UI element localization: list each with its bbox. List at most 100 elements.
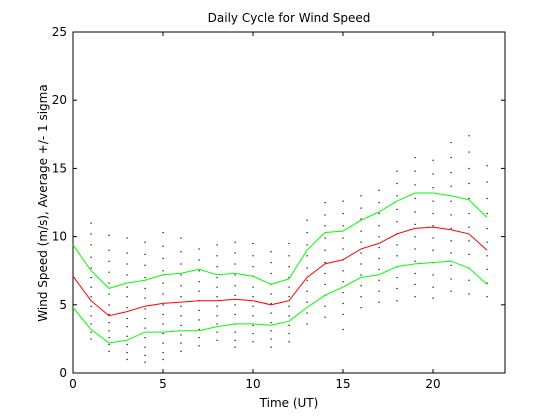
- observation-point: [396, 170, 398, 172]
- observation-point: [378, 257, 380, 260]
- observation-point: [450, 278, 452, 280]
- observation-point: [144, 361, 146, 363]
- observation-point: [486, 165, 488, 167]
- observation-point: [414, 170, 416, 172]
- observation-point: [162, 293, 164, 295]
- observation-point: [252, 266, 254, 268]
- observation-point: [126, 307, 128, 309]
- observation-point: [468, 293, 470, 295]
- observation-point: [468, 226, 470, 228]
- observation-point: [360, 252, 362, 254]
- observation-point: [126, 335, 128, 337]
- observation-point: [144, 308, 146, 310]
- observation-point: [216, 244, 218, 246]
- observation-point: [414, 236, 416, 238]
- observation-point: [360, 195, 362, 197]
- observation-point: [324, 305, 326, 307]
- observation-point: [342, 270, 344, 272]
- observation-point: [180, 305, 182, 307]
- observation-point: [396, 287, 398, 290]
- observation-point: [378, 279, 380, 281]
- observation-point: [126, 296, 128, 298]
- observation-point: [486, 227, 488, 230]
- observation-point: [414, 223, 416, 225]
- observation-point: [288, 296, 290, 298]
- observation-point: [234, 252, 236, 254]
- observation-point: [234, 241, 236, 243]
- y-tick-label: 10: [52, 230, 67, 244]
- observation-point: [108, 304, 110, 306]
- observation-point: [126, 274, 128, 276]
- observation-point: [126, 286, 128, 288]
- observation-point: [90, 338, 92, 340]
- observation-point: [234, 294, 236, 296]
- observation-point: [360, 230, 362, 232]
- observation-point: [414, 157, 416, 159]
- observation-point: [252, 286, 254, 288]
- observation-point: [378, 268, 380, 270]
- observation-point: [396, 221, 398, 223]
- observation-point: [396, 208, 398, 210]
- observation-point: [162, 257, 164, 260]
- observation-point: [270, 251, 272, 253]
- observation-point: [216, 296, 218, 298]
- observation-point: [126, 352, 128, 354]
- y-axis-label: Wind Speed (m/s), Average +/- 1 sigma: [36, 84, 50, 321]
- observation-point: [324, 316, 326, 318]
- observation-point: [342, 281, 344, 283]
- observation-point: [270, 338, 272, 340]
- x-axis-label: Time (UT): [259, 396, 319, 410]
- x-tick-label: 15: [335, 377, 350, 391]
- observation-point: [342, 225, 344, 227]
- observation-point: [108, 343, 110, 346]
- observation-point: [162, 342, 164, 344]
- observation-point: [198, 248, 200, 250]
- observation-point: [324, 262, 326, 264]
- observation-point: [126, 237, 128, 239]
- observation-point: [198, 309, 200, 311]
- observation-point: [144, 354, 146, 356]
- observation-point: [288, 332, 290, 335]
- observation-point: [288, 277, 290, 279]
- y-tick-label: 0: [59, 366, 67, 380]
- observation-point: [378, 202, 380, 204]
- observation-point: [108, 260, 110, 262]
- observation-point: [378, 301, 380, 303]
- y-tick-label: 15: [52, 161, 67, 175]
- observation-point: [450, 252, 452, 254]
- observation-point: [90, 305, 92, 307]
- observation-point: [108, 337, 110, 339]
- observation-point: [234, 263, 236, 265]
- observation-point: [198, 281, 200, 283]
- observation-point: [468, 197, 470, 200]
- observation-point: [396, 195, 398, 197]
- observation-point: [468, 182, 470, 185]
- observation-point: [162, 245, 164, 247]
- observation-point: [486, 255, 488, 257]
- observation-point: [108, 282, 110, 284]
- observation-point: [360, 207, 362, 209]
- observation-point: [144, 241, 146, 243]
- observation-point: [288, 324, 290, 326]
- observation-point: [252, 255, 254, 257]
- observation-point: [288, 242, 290, 245]
- observation-point: [486, 241, 488, 243]
- observation-point: [396, 244, 398, 246]
- observation-point: [234, 274, 236, 276]
- observation-point: [90, 323, 92, 325]
- observation-point: [108, 271, 110, 273]
- observation-point: [396, 255, 398, 257]
- observation-point: [468, 253, 470, 255]
- y-axis: 0 5 10 15 20 25: [52, 25, 505, 380]
- observation-point: [144, 327, 146, 329]
- observation-point: [486, 197, 488, 200]
- observation-point: [108, 249, 110, 251]
- observation-point: [108, 322, 110, 324]
- observation-point: [342, 302, 344, 305]
- observation-point: [378, 290, 380, 292]
- observation-point: [180, 334, 182, 336]
- observation-point: [342, 212, 344, 215]
- observation-point: [360, 307, 362, 309]
- observation-point: [324, 214, 326, 216]
- observation-point: [360, 218, 362, 220]
